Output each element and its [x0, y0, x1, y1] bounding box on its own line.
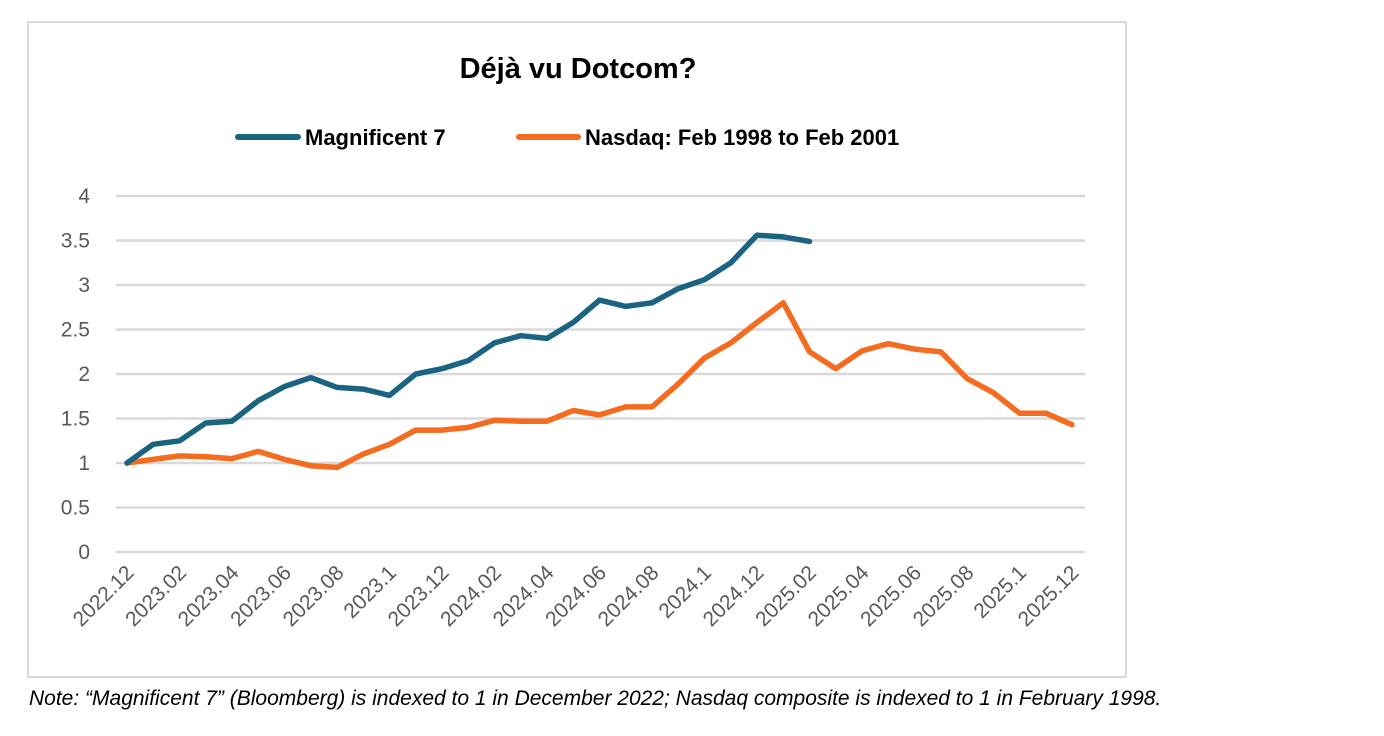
legend-label-nasdaq: Nasdaq: Feb 1998 to Feb 2001: [585, 125, 899, 150]
chart-frame: [27, 21, 1127, 678]
y-axis-tick-labels: 0 0.5 1 1.5 2 2.5 3 3.5 4: [61, 185, 91, 564]
series-line-nasdaq: [124, 300, 1075, 471]
y-tick-label: 3.5: [61, 230, 90, 253]
series-lines: [124, 232, 1075, 471]
legend: Magnificent 7 Nasdaq: Feb 1998 to Feb 20…: [235, 125, 899, 150]
legend-label-magnificent-7: Magnificent 7: [305, 125, 446, 150]
chart-title: Déjà vu Dotcom?: [460, 53, 697, 85]
y-tick-label: 1.5: [61, 408, 90, 431]
y-tick-label: 2.5: [61, 319, 90, 342]
y-tick-label: 0.5: [61, 497, 90, 520]
y-tick-label: 3: [78, 274, 90, 297]
y-tick-label: 4: [78, 185, 90, 208]
y-tick-label: 2: [78, 363, 90, 386]
x-axis-tick-labels: 2022.122023.022023.042023.062023.082023.…: [69, 561, 1084, 631]
gridlines: [116, 194, 1085, 554]
y-tick-label: 0: [78, 541, 90, 564]
y-tick-label: 1: [78, 452, 90, 475]
series-line-magnificent-7: [124, 232, 813, 466]
chart-note: Note: “Magnificent 7” (Bloomberg) is ind…: [29, 687, 1162, 710]
